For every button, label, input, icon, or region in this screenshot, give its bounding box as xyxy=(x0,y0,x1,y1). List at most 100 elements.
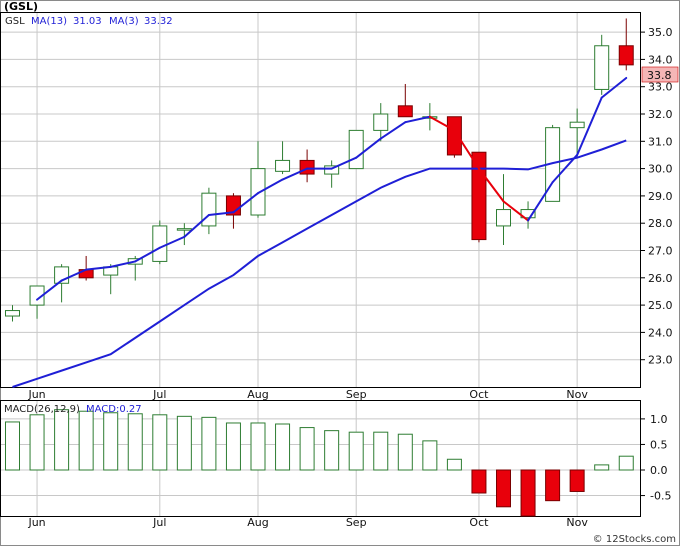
macd-bar-negative xyxy=(471,469,487,494)
price-y-tick-label: 35.0 xyxy=(648,26,673,39)
price-plot-area xyxy=(0,12,641,388)
last-price-tag-label: 33.8 xyxy=(647,69,672,82)
ma3-segment xyxy=(36,279,63,301)
ma13-line xyxy=(12,139,627,388)
ma3-segment xyxy=(428,115,456,132)
macd-y-tick-label: 0.5 xyxy=(650,438,668,451)
candle-body-up xyxy=(373,113,389,131)
macd-plot-area xyxy=(0,400,641,517)
candle-body-up xyxy=(496,209,511,227)
candle-body-down xyxy=(299,159,315,175)
ma3-segment xyxy=(404,115,431,124)
macd-bar-positive xyxy=(103,412,119,471)
candle xyxy=(152,220,168,265)
macd-x-tick-label: Jun xyxy=(27,516,45,529)
macd-bar-positive xyxy=(422,440,438,471)
price-y-axis: 23.0 24.0 25.0 26.0 27.0 28.0 29.0 30.0 31.0 32.0… xyxy=(640,26,673,367)
price-x-tick-label: Sep xyxy=(346,388,367,401)
candle xyxy=(348,129,364,170)
chart-title: (GSL) xyxy=(4,0,38,13)
macd-bar-positive xyxy=(594,464,610,471)
price-y-tick-label: 34.0 xyxy=(648,53,673,66)
price-y-tick-label: 32.0 xyxy=(648,108,673,121)
macd-y-axis: 1.0 0.5 0.0 -0.5 xyxy=(640,413,671,503)
macd-bar-positive xyxy=(275,423,291,471)
ma3-segment xyxy=(60,268,88,282)
ma3-segment xyxy=(281,167,309,181)
price-moving-averages xyxy=(12,76,628,388)
price-y-tick-label: 27.0 xyxy=(648,245,673,258)
candle xyxy=(275,141,291,175)
watermark: © 12Stocks.com xyxy=(593,534,676,545)
macd-x-tick-label: Oct xyxy=(469,516,489,529)
macd-legend-label: MACD(26,12,9) xyxy=(4,404,80,415)
price-y-tick-label: 33.0 xyxy=(648,81,673,94)
ma3-segment xyxy=(355,137,382,159)
macd-panel: 1.0 0.5 0.0 -0.5 Jun Jul Aug Sep Oct Nov MACD(26… xyxy=(0,400,671,529)
candle-body-up xyxy=(569,121,585,129)
candle-body-up xyxy=(250,168,266,216)
candle-body-up xyxy=(594,45,610,90)
macd-bars xyxy=(5,409,634,517)
price-y-tick-label: 31.0 xyxy=(648,135,673,148)
price-panel: 23.0 24.0 25.0 26.0 27.0 28.0 29.0 30.0 31.0 32.0… xyxy=(0,12,679,401)
last-price-tag: 33.8 xyxy=(641,66,679,83)
macd-x-tick-label: Sep xyxy=(346,516,367,529)
candle xyxy=(618,18,634,71)
macd-x-tick-label: Aug xyxy=(247,516,268,529)
macd-bar-positive xyxy=(78,410,94,471)
ma3-segment xyxy=(502,200,530,222)
legend-ma13-label: MA(13) xyxy=(31,16,67,27)
candle xyxy=(5,305,20,322)
macd-bar-positive xyxy=(618,455,634,471)
candle xyxy=(324,160,340,188)
macd-bar-positive xyxy=(54,409,70,471)
macd-bar-positive xyxy=(225,422,241,471)
ma3-segment xyxy=(158,235,186,249)
candle-body-up xyxy=(201,192,217,227)
candle-body-down xyxy=(397,105,413,118)
macd-legend-value: MACD:0.27 xyxy=(86,404,142,415)
candle xyxy=(471,151,487,243)
ma3-segment xyxy=(527,181,554,222)
price-candles xyxy=(5,18,634,322)
legend-ma3-label: MA(3) xyxy=(109,16,139,27)
macd-bar-positive xyxy=(446,458,462,471)
price-x-axis: Jun Jul Aug Sep Oct Nov xyxy=(27,388,588,401)
macd-bar-positive xyxy=(5,421,20,471)
price-y-tick-label: 24.0 xyxy=(648,326,673,339)
macd-bar-positive xyxy=(201,416,217,471)
candle-body-up xyxy=(29,285,45,306)
ma3-segment xyxy=(85,265,112,271)
macd-bar-positive xyxy=(29,414,45,471)
candle xyxy=(250,141,266,218)
candle xyxy=(594,34,610,95)
macd-y-tick-label: -0.5 xyxy=(650,490,671,503)
price-x-tick-label: Nov xyxy=(566,388,588,401)
macd-bar-positive xyxy=(250,422,266,471)
macd-bar-negative xyxy=(569,469,585,492)
macd-bar-positive xyxy=(299,427,315,471)
macd-bar-positive xyxy=(324,430,340,471)
macd-bar-positive xyxy=(348,431,364,471)
ma3-segment xyxy=(257,178,284,195)
candle xyxy=(520,201,536,229)
ma3-segment xyxy=(330,156,358,170)
ma3-segment xyxy=(379,121,407,140)
candle-body-up xyxy=(348,129,364,170)
candle-body-up xyxy=(176,228,192,231)
candle-body-down xyxy=(618,45,634,66)
candle xyxy=(569,108,585,158)
price-y-tick-label: 29.0 xyxy=(648,190,673,203)
macd-x-tick-label: Nov xyxy=(566,516,588,529)
macd-bar-negative xyxy=(545,469,561,502)
macd-y-tick-label: 1.0 xyxy=(650,413,668,426)
last-price-tag-box xyxy=(641,66,679,83)
ma3-segment xyxy=(232,192,259,214)
candle xyxy=(29,285,45,319)
candle xyxy=(397,83,413,118)
price-legend: GSL MA(13) 31.03 MA(3) 33.32 xyxy=(5,16,173,27)
price-x-tick-label: Jun xyxy=(27,388,45,401)
candle-body-down xyxy=(471,151,487,241)
